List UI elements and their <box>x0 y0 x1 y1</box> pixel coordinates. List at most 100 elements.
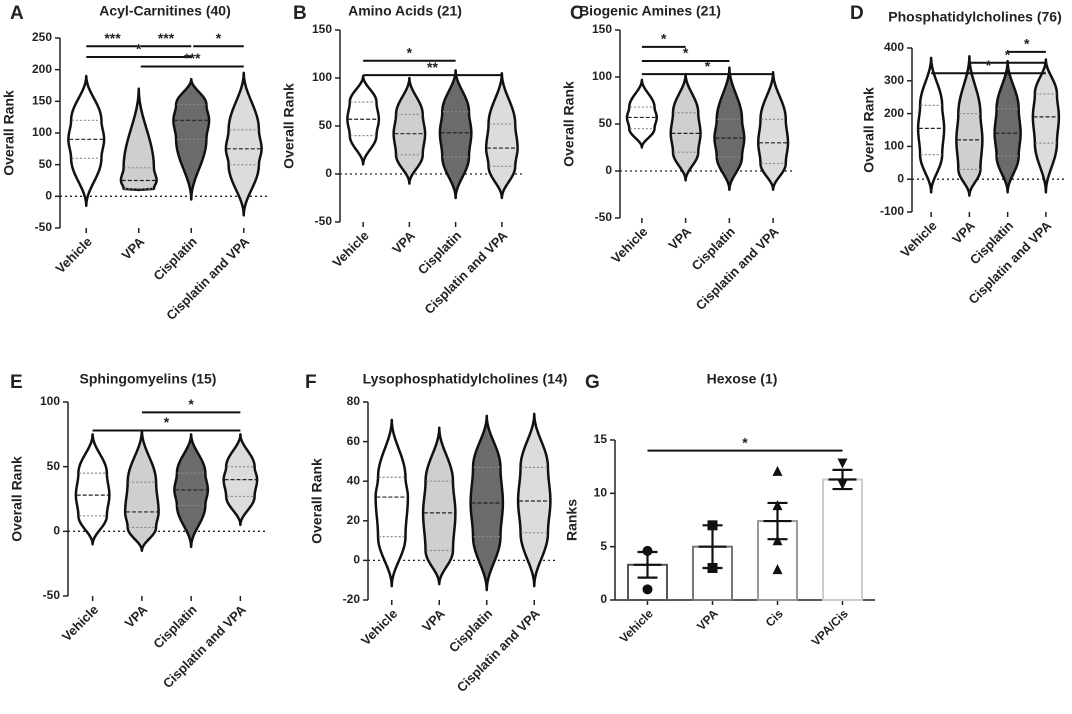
x-tick-label: VPA <box>122 602 151 631</box>
y-tick-label: 0 <box>605 163 612 177</box>
y-axis-label: Overall Rank <box>861 87 877 173</box>
panel: E Sphingomyelins (15) Overall Rank -50 0 50 10… <box>9 371 265 691</box>
panel-title: Biogenic Amines (21) <box>579 3 721 19</box>
significance-label: * <box>1024 36 1030 52</box>
panel: D Phosphatidylcholines (76) Overall Rank -1… <box>850 3 1065 307</box>
x-tick-label: VPA/Cis <box>809 606 852 649</box>
y-tick-label: 5 <box>600 539 607 553</box>
panel: F Lysophosphatidylcholines (14) Overall Ra… <box>305 371 567 695</box>
x-tick-label: Cis <box>763 606 786 629</box>
x-tick-label: VPA <box>118 234 147 263</box>
panel-letter: F <box>305 372 317 393</box>
x-tick-label: VPA <box>949 218 978 247</box>
violin <box>438 69 473 200</box>
violin <box>757 71 790 192</box>
violin <box>119 87 158 192</box>
y-tick-label: -50 <box>35 220 53 234</box>
panel: B Amino Acids (21) Overall Rank -50 0 50 100 15… <box>281 3 525 317</box>
violin <box>955 54 984 197</box>
significance-label: ** <box>427 59 438 75</box>
y-tick-label: 100 <box>32 125 52 139</box>
significance-label: * <box>661 31 667 47</box>
significance-label: * <box>136 41 142 57</box>
x-tick-label: Cisplatin <box>150 602 199 651</box>
point <box>772 535 783 546</box>
y-tick-label: 50 <box>599 116 613 130</box>
x-tick-label: VPA <box>694 606 721 633</box>
significance-label: * <box>188 396 194 412</box>
violin <box>516 412 552 588</box>
violin <box>74 433 111 546</box>
significance-label: *** <box>184 50 201 66</box>
violin <box>1031 58 1061 194</box>
y-tick-label: -50 <box>315 214 333 228</box>
violin <box>173 433 210 549</box>
violin <box>224 71 263 217</box>
panel-letter: D <box>850 3 864 24</box>
significance-label: * <box>164 414 170 430</box>
y-tick-label: 10 <box>594 486 608 500</box>
x-tick-label: Cisplatin and VPA <box>693 224 783 314</box>
y-tick-label: 0 <box>353 553 360 567</box>
significance-label: *** <box>104 30 121 46</box>
significance-label: * <box>683 45 689 61</box>
error-bar <box>633 550 662 579</box>
point <box>642 584 653 595</box>
violin <box>67 74 106 208</box>
significance-label: * <box>705 58 711 74</box>
panel-title: Sphingomyelins (15) <box>80 371 217 387</box>
x-tick-label: Vehicle <box>608 224 650 266</box>
point <box>837 458 848 469</box>
panel-title: Lysophosphatidylcholines (14) <box>363 371 568 387</box>
violin <box>392 76 427 185</box>
y-tick-label: -50 <box>43 588 61 602</box>
y-tick-label: 50 <box>319 118 333 132</box>
y-tick-label: 100 <box>884 139 904 153</box>
x-tick-label: VPA <box>665 224 694 253</box>
x-tick-label: Cisplatin and VPA <box>421 228 511 318</box>
point <box>772 500 783 511</box>
point <box>642 545 653 556</box>
x-tick-label: VPA <box>419 606 448 635</box>
y-tick-label: 0 <box>45 189 52 203</box>
violin <box>625 78 658 149</box>
violin <box>123 429 160 552</box>
y-tick-label: 50 <box>39 157 53 171</box>
bar <box>757 520 798 601</box>
y-axis-label: Ranks <box>564 499 580 541</box>
y-tick-label: 50 <box>47 459 61 473</box>
violin <box>172 77 211 201</box>
y-tick-label: 250 <box>32 30 52 44</box>
panel-letter: G <box>585 372 600 393</box>
violin <box>374 418 410 588</box>
violin <box>421 426 457 586</box>
significance-label: * <box>407 44 413 60</box>
x-tick-label: Vehicle <box>897 218 939 260</box>
y-tick-label: 100 <box>40 394 60 408</box>
violin <box>993 59 1022 194</box>
y-tick-label: 0 <box>600 592 607 606</box>
panel-letter: E <box>10 372 23 393</box>
x-tick-label: Cisplatin <box>150 234 199 283</box>
x-tick-label: Vehicle <box>358 606 400 648</box>
point <box>837 479 848 490</box>
panel-title: Acyl-Carnitines (40) <box>99 3 230 19</box>
panel: A Acyl-Carnitines (40) Overall Rank -50 0 50 1… <box>1 3 270 323</box>
x-tick-label: VPA <box>389 228 418 257</box>
panel-title: Amino Acids (21) <box>348 3 462 19</box>
y-tick-label: 100 <box>312 70 332 84</box>
x-tick-label: Cisplatin <box>446 606 495 655</box>
y-tick-label: 300 <box>884 73 904 87</box>
panel-title: Phosphatidylcholines (76) <box>888 9 1061 25</box>
x-tick-label: Vehicle <box>617 606 656 645</box>
y-tick-label: 400 <box>884 40 904 54</box>
bar <box>822 478 863 602</box>
violin <box>713 66 746 192</box>
violin <box>916 56 946 194</box>
panel-letter: B <box>293 3 307 24</box>
point <box>707 520 718 531</box>
y-axis-label: Overall Rank <box>561 81 577 167</box>
panel-letter: A <box>10 3 24 24</box>
